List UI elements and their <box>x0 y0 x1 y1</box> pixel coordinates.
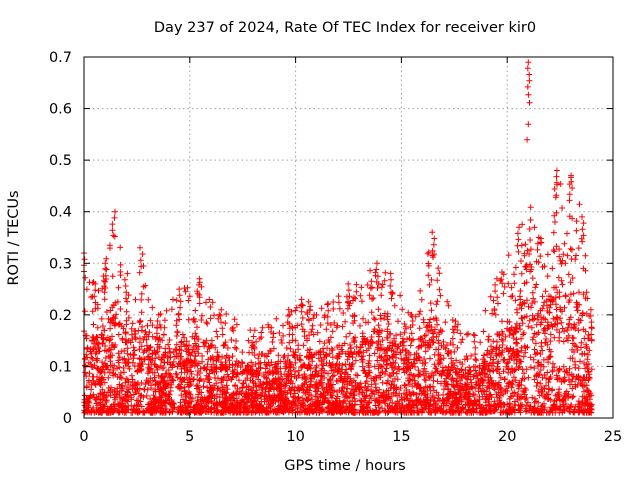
chart-title: Day 237 of 2024, Rate Of TEC Index for r… <box>154 20 536 36</box>
x-tick-label: 0 <box>79 429 88 445</box>
x-tick-label: 5 <box>185 429 194 445</box>
axis-ticks <box>83 56 614 419</box>
y-tick-label: 0.6 <box>49 102 72 118</box>
y-tick-label: 0.2 <box>49 308 72 324</box>
x-tick-label: 25 <box>604 429 622 445</box>
y-tick-label: 0.5 <box>49 153 72 169</box>
x-tick-label: 20 <box>498 429 516 445</box>
x-tick-labels: 0 5 10 15 20 25 <box>79 429 622 445</box>
x-axis-label: GPS time / hours <box>284 458 405 474</box>
y-tick-label: 0.3 <box>49 256 72 272</box>
plot-frame <box>83 56 614 419</box>
grid-lines <box>84 57 613 418</box>
y-tick-label: 0 <box>63 411 72 427</box>
x-tick-label: 10 <box>286 429 304 445</box>
scatter-plus-markers <box>81 59 595 416</box>
y-axis-label: ROTI / TECUs <box>6 190 22 285</box>
y-tick-label: 0.1 <box>49 359 72 375</box>
x-tick-label: 15 <box>392 429 410 445</box>
y-tick-label: 0.7 <box>49 50 72 66</box>
data-points <box>81 59 595 416</box>
y-tick-label: 0.4 <box>49 205 72 221</box>
y-tick-labels: 0 0.1 0.2 0.3 0.4 0.5 0.6 0.7 <box>49 50 72 427</box>
